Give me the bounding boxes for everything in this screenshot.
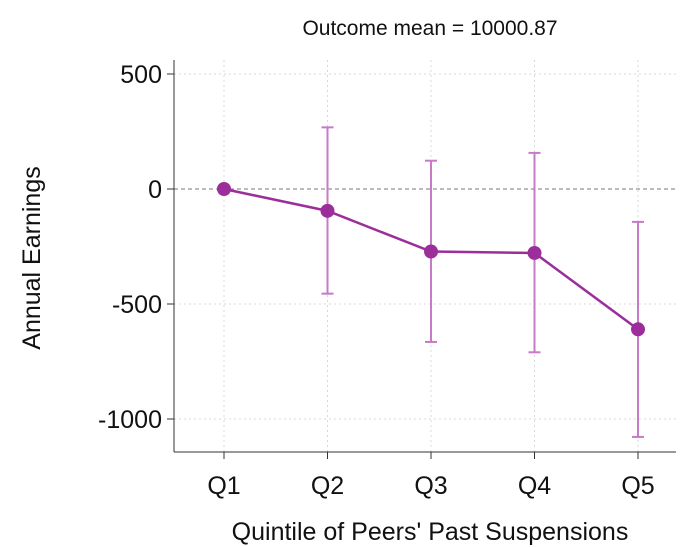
y-tick-label: -1000: [98, 406, 162, 434]
x-axis-label: Quintile of Peers' Past Suspensions: [232, 518, 629, 546]
y-tick-label: -500: [112, 291, 162, 319]
x-tick-label: Q5: [621, 472, 654, 500]
gridlines: [174, 60, 676, 452]
y-tick-label: 0: [148, 176, 162, 204]
data-point: [527, 245, 542, 260]
y-tick-label: 500: [120, 61, 162, 89]
data-point: [217, 182, 231, 196]
data-points: [217, 182, 645, 337]
chart-title: Outcome mean = 10000.87: [302, 17, 557, 40]
data-point: [320, 203, 335, 218]
error-bars: [321, 126, 644, 438]
x-tick-label: Q2: [311, 472, 344, 500]
data-point: [424, 244, 438, 259]
x-tick-label: Q1: [207, 472, 240, 500]
data-point: [631, 322, 645, 337]
x-ticks: Q1 Q2 Q3 Q4 Q5: [207, 452, 655, 500]
x-tick-label: Q3: [414, 472, 447, 500]
y-axis-label: Annual Earnings: [18, 166, 46, 349]
y-ticks: 500 0 -500 -1000: [98, 61, 174, 434]
x-tick-label: Q4: [518, 472, 551, 500]
